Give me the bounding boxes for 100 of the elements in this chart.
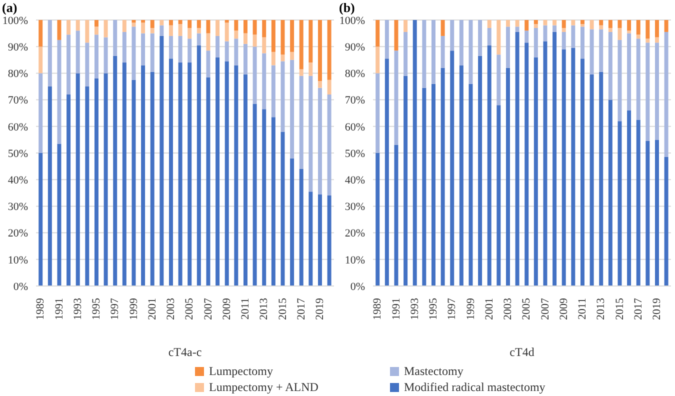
bar [590, 20, 594, 30]
bar [562, 20, 566, 28]
bar [496, 105, 501, 286]
bar [132, 26, 136, 80]
y-tick-label: 100% [339, 14, 365, 27]
bar [534, 57, 538, 286]
bar [85, 20, 90, 43]
bar [646, 38, 650, 43]
bar [206, 20, 210, 34]
x-tick-label: 1993 [408, 298, 421, 320]
bar [57, 144, 62, 286]
x-tick-label: 1999 [464, 298, 477, 320]
bar [85, 86, 90, 286]
bar [188, 20, 192, 28]
bar [178, 62, 182, 286]
bar [290, 20, 294, 52]
bar [262, 20, 266, 38]
bar [94, 78, 98, 286]
bar [216, 36, 220, 58]
y-tick-label: 0% [13, 280, 28, 293]
x-tick-label: 2015 [276, 298, 289, 320]
bar [478, 20, 482, 56]
bar [608, 20, 612, 28]
bar [104, 20, 108, 38]
x-tick-label: 2003 [165, 298, 178, 320]
bar [94, 20, 98, 27]
x-tick-label: 2019 [314, 298, 326, 320]
bar [646, 141, 650, 286]
bar [515, 20, 520, 27]
bar [318, 20, 322, 82]
x-tick-label: 2019 [651, 298, 664, 320]
bar [224, 61, 229, 286]
bar [318, 194, 322, 286]
bar [132, 80, 136, 286]
x-tick-label: 2017 [632, 298, 644, 320]
bar [552, 20, 557, 26]
bar [224, 20, 229, 23]
bar [168, 58, 173, 286]
bar [654, 42, 659, 140]
bar [262, 37, 266, 54]
legend-label: Mastectomy [404, 364, 464, 379]
y-tick-label: 50% [8, 148, 28, 160]
bar [160, 36, 164, 286]
y-tick-label: 0% [350, 280, 365, 293]
bar [150, 72, 154, 286]
bar [590, 74, 594, 286]
legend-label: Modified radical mastectomy [404, 380, 546, 395]
x-tick-label: 2007 [202, 298, 214, 320]
x-tick-label: 2009 [220, 298, 233, 320]
bar [422, 88, 426, 286]
bar [543, 20, 548, 26]
bar [404, 76, 408, 286]
bar [224, 41, 229, 62]
bar [552, 32, 557, 286]
bar [262, 109, 266, 286]
x-tick-label: 2011 [240, 298, 252, 320]
bar [150, 28, 154, 34]
bar [327, 20, 332, 80]
bar [515, 26, 520, 32]
x-tick-label: 1995 [428, 298, 440, 320]
bar [299, 69, 304, 76]
bar [38, 73, 43, 153]
y-tick-label: 40% [344, 174, 365, 187]
bar [290, 52, 294, 60]
y-tick-label: 70% [8, 94, 28, 107]
bar [76, 73, 80, 286]
bar [196, 33, 201, 46]
bar [599, 20, 604, 26]
x-tick-label: 2009 [558, 298, 570, 320]
bar [394, 20, 398, 51]
bar [178, 36, 182, 63]
bar [196, 20, 201, 28]
bar [431, 84, 436, 286]
bar [599, 72, 604, 286]
bar [580, 20, 584, 24]
bar [318, 81, 322, 88]
y-tick-label: 90% [8, 42, 28, 54]
y-tick-label: 100% [2, 14, 28, 27]
bar [38, 153, 43, 286]
bar [234, 38, 238, 66]
bar [271, 52, 276, 66]
bar [132, 20, 136, 23]
bar [196, 45, 201, 286]
bar [496, 20, 501, 55]
bar [122, 20, 126, 32]
bar [627, 30, 632, 34]
bar [654, 37, 659, 43]
bar [150, 33, 154, 72]
y-tick-label: 60% [8, 121, 28, 134]
y-tick-label: 70% [344, 94, 365, 107]
bar [150, 20, 154, 28]
bar [188, 62, 192, 286]
bar [627, 110, 632, 286]
bar [168, 36, 173, 59]
bar [552, 25, 557, 32]
bar [506, 26, 510, 68]
bar [57, 40, 62, 144]
bar [580, 26, 584, 59]
bar [188, 28, 192, 39]
bar [234, 65, 238, 286]
